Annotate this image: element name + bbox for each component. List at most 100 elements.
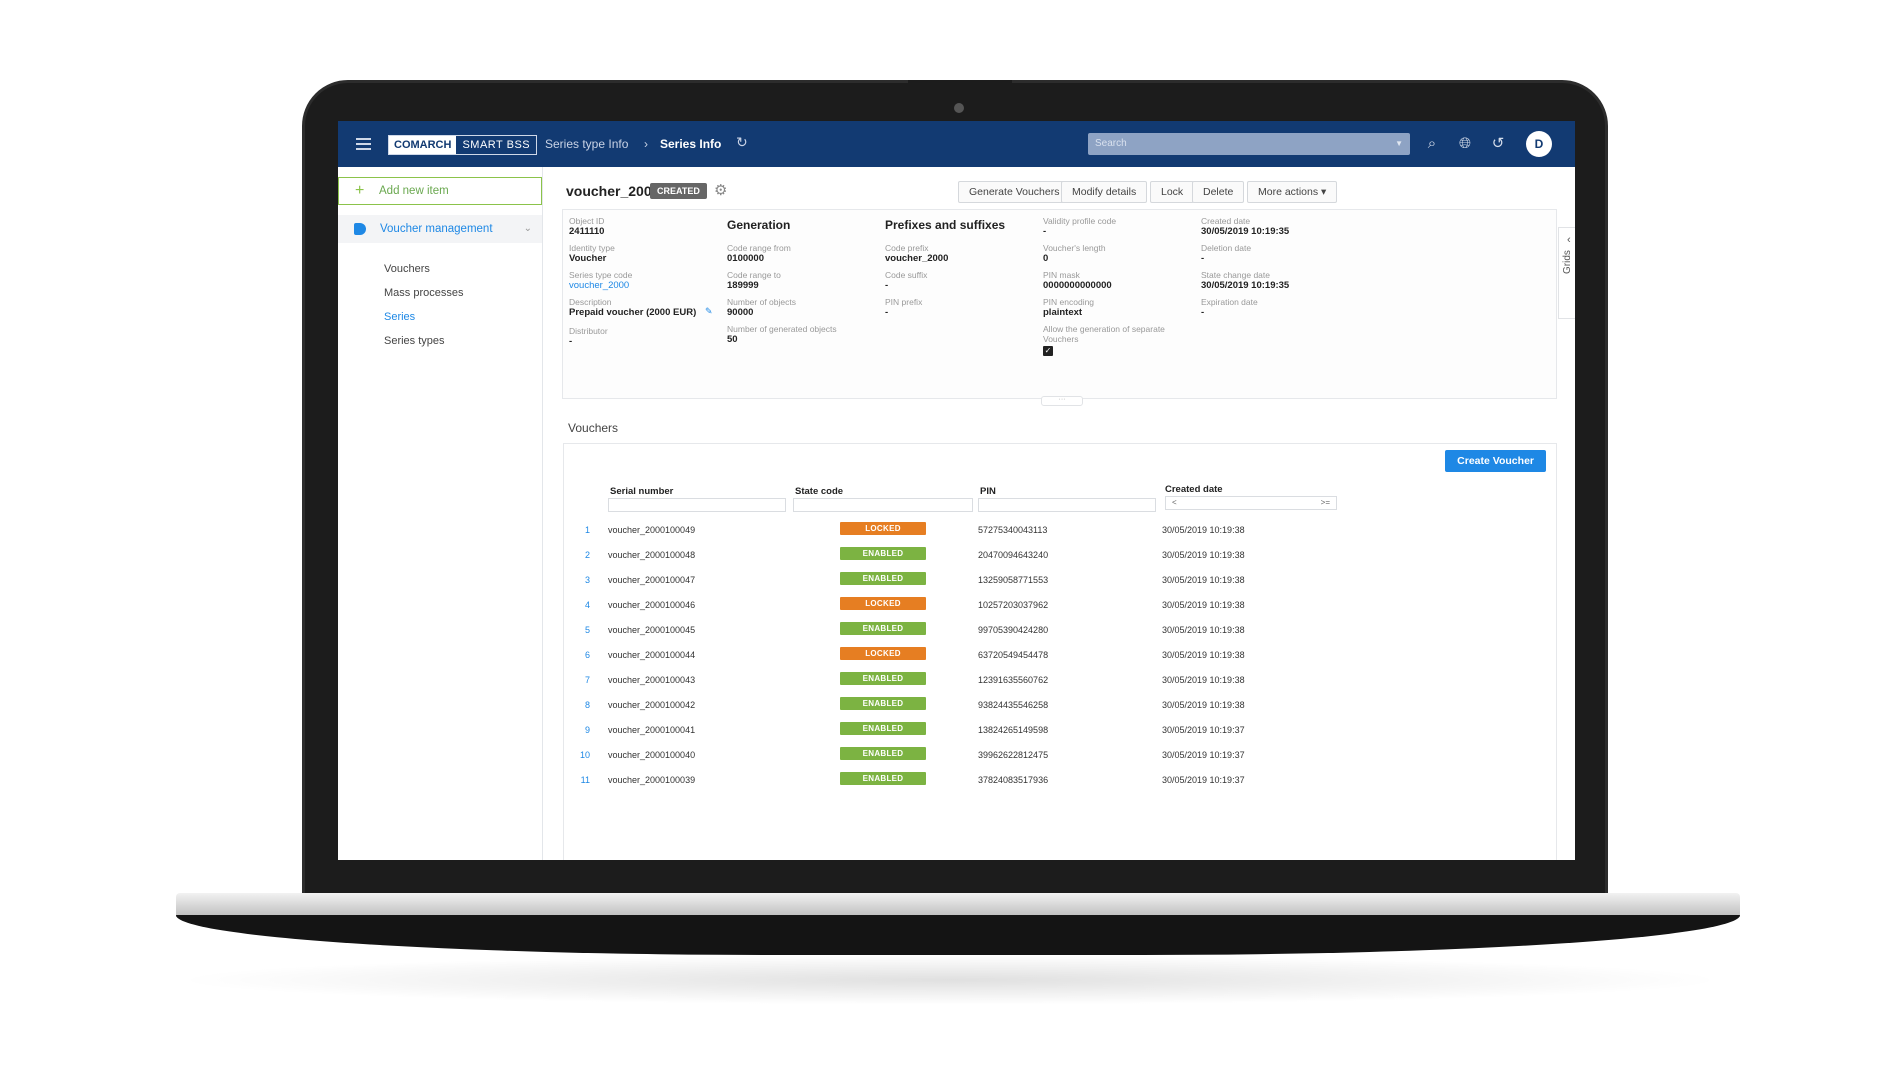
created-date-label: Created date bbox=[1201, 216, 1251, 226]
refresh-icon[interactable]: ↻ bbox=[736, 134, 748, 150]
pin-mask-label: PIN mask bbox=[1043, 270, 1080, 280]
table-row[interactable]: 1 voucher_2000100049 LOCKED 57275340043113 3… bbox=[564, 516, 1558, 546]
globe-icon[interactable]: 🌐︎ bbox=[1458, 135, 1471, 152]
series-type-code-link[interactable]: voucher_2000 bbox=[569, 280, 630, 291]
pin-cell: 63720549454478 bbox=[978, 650, 1049, 660]
search-placeholder: Search bbox=[1095, 138, 1127, 149]
state-change-date-value: 30/05/2019 10:19:35 bbox=[1201, 280, 1290, 291]
laptop-base bbox=[176, 893, 1740, 917]
pin-filter-input[interactable] bbox=[978, 498, 1156, 512]
serial-number-cell: voucher_2000100046 bbox=[608, 600, 696, 610]
table-row[interactable]: 10 voucher_2000100040 ENABLED 3996262281247… bbox=[564, 741, 1558, 771]
code-range-to-label: Code range to bbox=[727, 270, 781, 280]
created-date-cell: 30/05/2019 10:19:38 bbox=[1162, 700, 1245, 710]
grids-side-tab[interactable]: ‹ Grids bbox=[1558, 227, 1575, 319]
state-filter-input[interactable] bbox=[793, 498, 973, 512]
sidebar-item-voucher-management[interactable]: Voucher management ⌄ bbox=[338, 215, 542, 243]
vouchers-heading: Vouchers bbox=[568, 421, 619, 435]
chevron-down-icon[interactable]: ⌄ bbox=[523, 223, 532, 234]
expand-handle[interactable]: ··· bbox=[1041, 396, 1083, 406]
table-row[interactable]: 11 voucher_2000100039 ENABLED 3782408351793… bbox=[564, 766, 1558, 796]
table-row[interactable]: 2 voucher_2000100048 ENABLED 20470094643240… bbox=[564, 541, 1558, 571]
state-badge: ENABLED bbox=[840, 722, 926, 735]
created-date-cell: 30/05/2019 10:19:38 bbox=[1162, 575, 1245, 585]
modify-details-button[interactable]: Modify details bbox=[1061, 181, 1148, 203]
created-date-cell: 30/05/2019 10:19:38 bbox=[1162, 550, 1245, 560]
code-range-to-value: 189999 bbox=[727, 280, 759, 291]
search-input[interactable]: Search ▼ bbox=[1088, 133, 1410, 155]
table-row[interactable]: 8 voucher_2000100042 ENABLED 93824435546258… bbox=[564, 691, 1558, 721]
pin-cell: 57275340043113 bbox=[978, 525, 1048, 535]
search-dropdown-icon[interactable]: ▼ bbox=[1395, 139, 1403, 148]
edit-pencil-icon[interactable]: ✎ bbox=[705, 306, 713, 316]
column-header-pin[interactable]: PIN bbox=[980, 486, 996, 497]
chevron-left-icon[interactable]: ‹ bbox=[1567, 234, 1571, 246]
sidebar-item-series[interactable]: Series bbox=[384, 311, 416, 323]
date-filter-from: < bbox=[1172, 498, 1177, 507]
allow-separate-checkbox[interactable]: ✓ bbox=[1043, 346, 1053, 356]
expiration-date-value: - bbox=[1201, 307, 1205, 318]
serial-filter-input[interactable] bbox=[608, 498, 786, 512]
top-bar: COMARCH SMART BSS Series type Info › Ser… bbox=[338, 121, 1575, 167]
serial-number-cell: voucher_2000100049 bbox=[608, 525, 696, 535]
row-number: 5 bbox=[584, 625, 590, 635]
table-row[interactable]: 7 voucher_2000100043 ENABLED 12391635560762… bbox=[564, 666, 1558, 696]
code-prefix-value: voucher_2000 bbox=[885, 253, 949, 264]
pin-cell: 13259058771553 bbox=[978, 575, 1049, 585]
object-id-value: 2411110 bbox=[569, 226, 605, 237]
code-range-from-value: 0100000 bbox=[727, 253, 764, 264]
row-number: 6 bbox=[584, 650, 590, 660]
tag-icon bbox=[354, 223, 366, 235]
row-number: 7 bbox=[584, 675, 590, 685]
serial-number-cell: voucher_2000100040 bbox=[608, 750, 696, 760]
voucher-length-label: Voucher's length bbox=[1043, 243, 1106, 253]
prefixes-suffixes-heading: Prefixes and suffixes bbox=[885, 218, 1006, 232]
logo-product: SMART BSS bbox=[462, 139, 531, 151]
delete-button[interactable]: Delete bbox=[1192, 181, 1245, 203]
column-header-state[interactable]: State code bbox=[795, 486, 844, 497]
code-prefix-label: Code prefix bbox=[885, 243, 929, 253]
add-new-item-button[interactable]: + Add new item bbox=[338, 177, 542, 205]
table-row[interactable]: 9 voucher_2000100041 ENABLED 13824265149598… bbox=[564, 716, 1558, 746]
row-number: 3 bbox=[584, 575, 590, 585]
date-filter-input[interactable]: < >= bbox=[1165, 496, 1337, 510]
history-icon[interactable]: ↺ bbox=[1491, 135, 1505, 152]
state-badge: ENABLED bbox=[840, 772, 926, 785]
create-voucher-button[interactable]: Create Voucher bbox=[1445, 450, 1546, 472]
pin-encoding-value: plaintext bbox=[1043, 307, 1083, 318]
column-header-serial[interactable]: Serial number bbox=[610, 486, 674, 497]
laptop-bottom bbox=[176, 915, 1740, 955]
row-number: 10 bbox=[579, 750, 590, 760]
object-id-label: Object ID bbox=[569, 216, 605, 226]
gear-icon[interactable]: ⚙ bbox=[714, 182, 728, 199]
column-header-created-date[interactable]: Created date bbox=[1165, 484, 1223, 495]
sidebar-item-mass-processes[interactable]: Mass processes bbox=[384, 287, 464, 299]
row-number: 2 bbox=[584, 550, 590, 560]
state-badge: LOCKED bbox=[840, 522, 926, 535]
table-row[interactable]: 4 voucher_2000100046 LOCKED 10257203037962 3… bbox=[564, 591, 1558, 621]
grids-tab-label: Grids bbox=[1562, 250, 1573, 274]
lock-button[interactable]: Lock bbox=[1150, 181, 1195, 203]
table-row[interactable]: 6 voucher_2000100044 LOCKED 63720549454478 3… bbox=[564, 641, 1558, 671]
breadcrumb-parent[interactable]: Series type Info bbox=[545, 137, 629, 151]
deletion-date-value: - bbox=[1201, 253, 1205, 264]
serial-number-cell: voucher_2000100039 bbox=[608, 775, 696, 785]
pin-cell: 99705390424280 bbox=[978, 625, 1049, 635]
logo[interactable]: COMARCH SMART BSS bbox=[388, 135, 538, 155]
sidebar-item-series-types[interactable]: Series types bbox=[384, 335, 445, 347]
pin-mask-value: 0000000000000 bbox=[1043, 280, 1112, 291]
generate-vouchers-button[interactable]: Generate Vouchers bbox=[958, 181, 1071, 203]
more-actions-button[interactable]: More actions ▾ bbox=[1247, 181, 1338, 203]
table-row[interactable]: 5 voucher_2000100045 ENABLED 99705390424280… bbox=[564, 616, 1558, 646]
validity-profile-label: Validity profile code bbox=[1043, 216, 1117, 226]
hamburger-menu-icon[interactable] bbox=[356, 138, 371, 150]
created-date-value: 30/05/2019 10:19:35 bbox=[1201, 226, 1290, 237]
row-number: 1 bbox=[584, 525, 590, 535]
state-badge: ENABLED bbox=[840, 622, 926, 635]
created-date-cell: 30/05/2019 10:19:37 bbox=[1162, 750, 1245, 760]
pin-prefix-value: - bbox=[885, 307, 889, 318]
table-row[interactable]: 3 voucher_2000100047 ENABLED 13259058771553… bbox=[564, 566, 1558, 596]
avatar[interactable]: D bbox=[1526, 131, 1552, 157]
sidebar-item-vouchers[interactable]: Vouchers bbox=[384, 263, 430, 275]
search-icon[interactable]: ⌕ bbox=[1427, 135, 1437, 152]
